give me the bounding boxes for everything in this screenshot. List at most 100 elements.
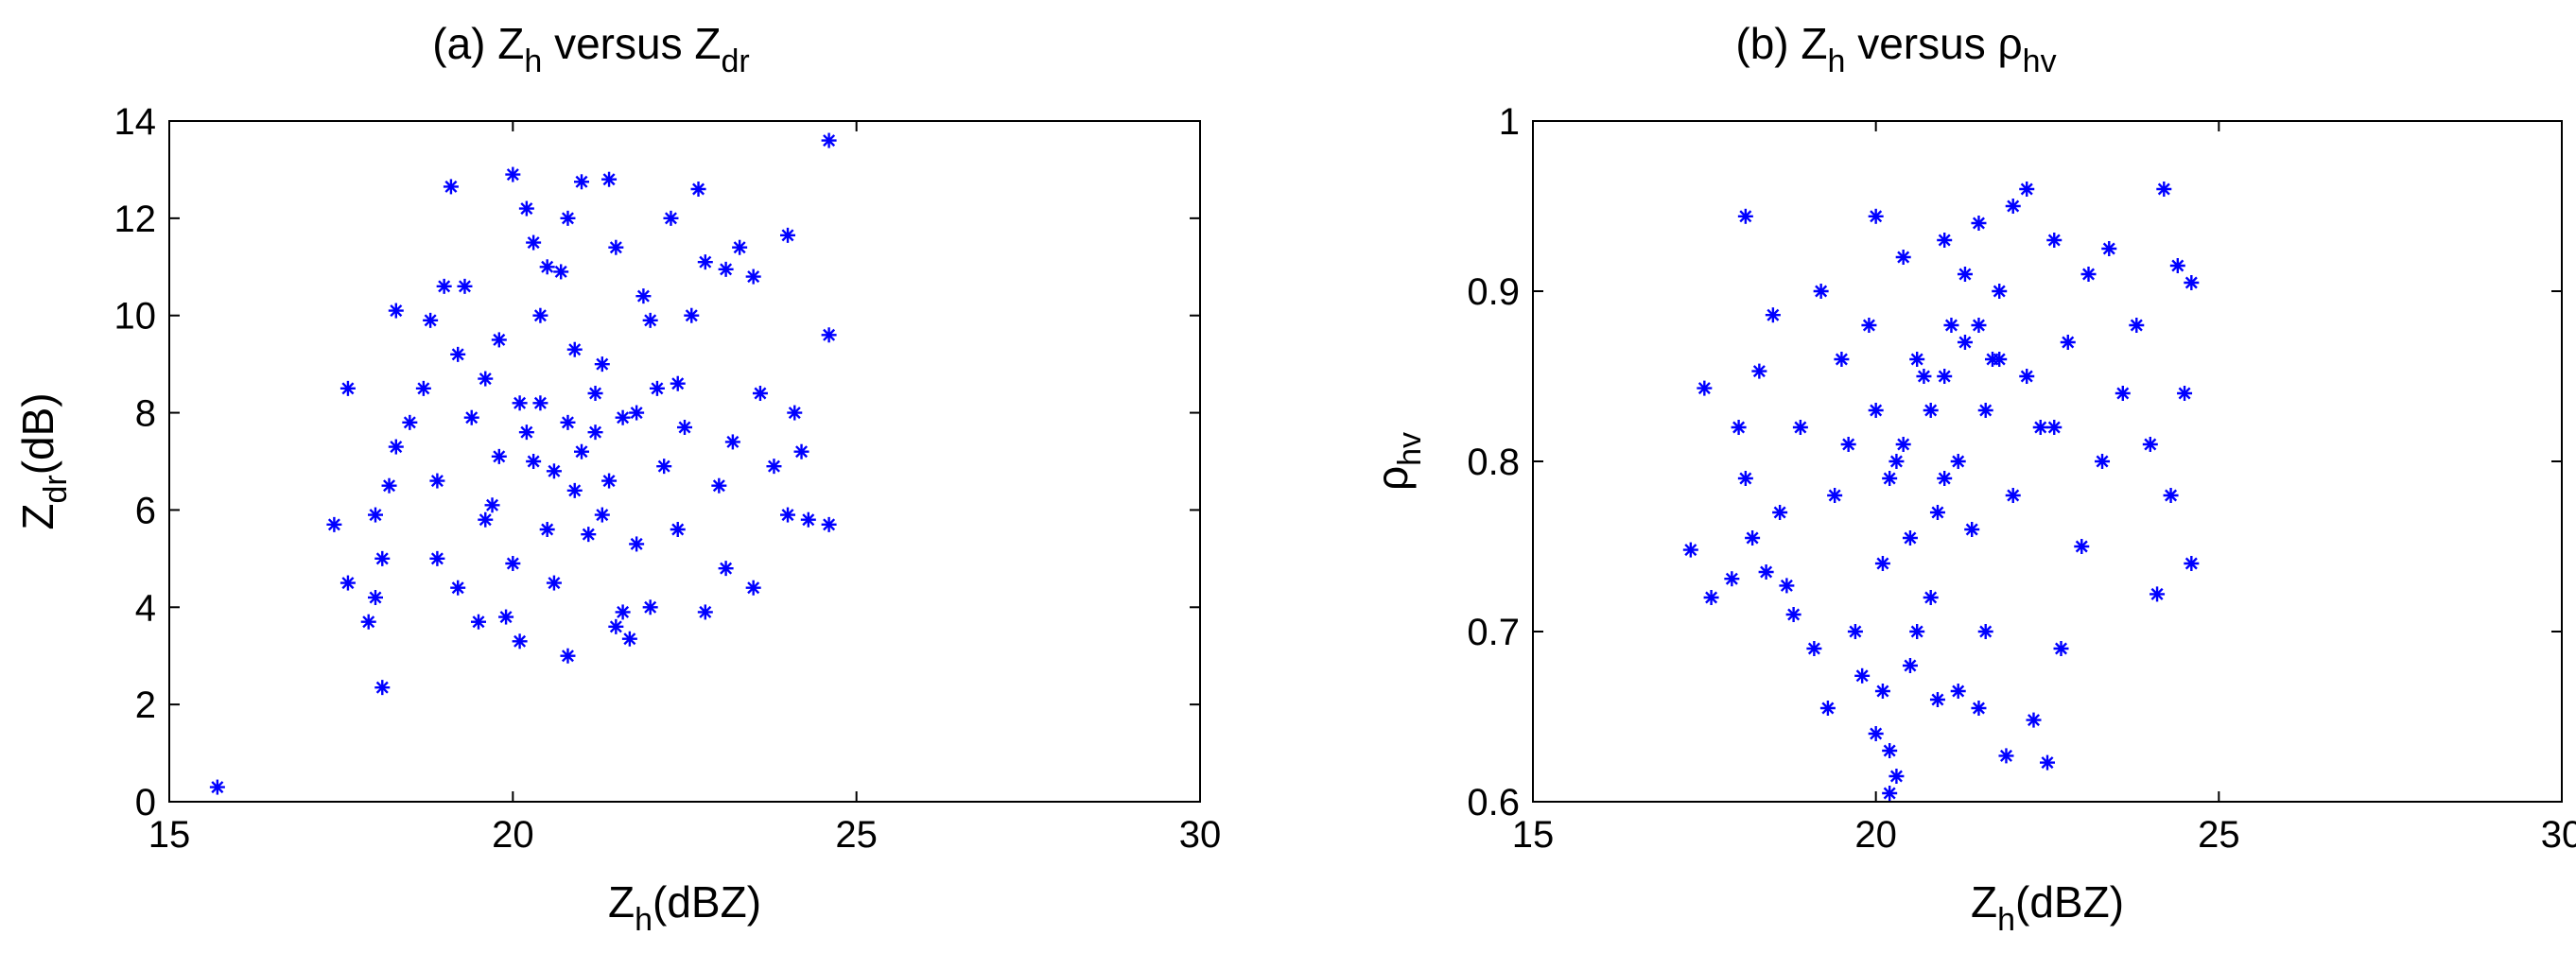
data-point-asterisk [574,443,589,459]
panel-title: (b) Zh versus ρhv [1735,19,2056,79]
data-point-asterisk [1902,658,1918,673]
data-point-asterisk [1902,530,1918,546]
data-point-asterisk [2101,241,2117,256]
data-point-asterisk [360,614,376,630]
data-point-asterisk [526,234,542,251]
data-point-asterisk [629,405,645,421]
data-point-asterisk [2150,586,2166,602]
data-point-asterisk [566,341,583,357]
data-point-asterisk [429,550,445,566]
data-point-asterisk [1724,571,1740,587]
data-point-asterisk [663,210,679,226]
axis-ticks: 15 20 25 30 0.6 0.7 0.8 0.9 1 [1467,101,2576,856]
data-point-asterisk [1819,701,1836,716]
data-point-asterisk [498,609,514,625]
data-point-asterisk [526,454,542,469]
data-point-asterisk [1950,684,1966,699]
data-point-asterisk [2053,641,2069,656]
data-point-asterisk [1895,437,1911,452]
panel-zh-vs-rhohv: (b) Zh versus ρhv 15 20 25 300.60.70.80.91 … [1367,19,2576,938]
data-point-asterisk [1923,590,1939,605]
data-point-asterisk [1943,318,1959,333]
data-point-asterisk [1971,216,1987,231]
data-point-asterisk [546,463,562,479]
data-point-asterisk [1916,369,1932,384]
data-point-asterisk [2046,420,2063,435]
x-tick-label: 30 [2541,814,2576,856]
data-point-asterisk [2184,275,2200,290]
data-point-asterisk [1765,307,1781,323]
data-point-asterisk [1772,505,1788,520]
data-point-asterisk [2095,454,2111,469]
y-tick-label: 0.7 [1467,612,1520,653]
data-point-asterisk [339,575,356,591]
panel-title: (a) Zh versus Zdr [432,19,749,79]
data-point-asterisk [1998,748,2014,764]
x-tick-label: 25 [835,814,878,856]
data-point-asterisk [2019,369,2035,384]
data-point-asterisk [1806,641,1822,656]
data-point-asterisk [1977,624,1993,639]
data-point-asterisk [608,618,624,634]
data-point-asterisk [2156,182,2172,197]
data-point-asterisk [581,527,597,543]
data-point-asterisk [539,259,555,275]
data-point-asterisk [1937,233,1953,248]
data-point-asterisk [1971,701,1987,716]
data-point-asterisk [1703,590,1719,605]
data-point-asterisk [2019,182,2035,197]
data-point-asterisk [1923,403,1939,418]
data-point-asterisk [649,380,665,396]
data-point-asterisk [718,561,734,577]
data-point-asterisk [1937,369,1953,384]
data-point-asterisk [546,575,562,591]
data-point-asterisk [457,278,473,294]
data-point-asterisk [209,779,225,795]
data-point-asterisk [2163,488,2179,503]
data-point-asterisk [478,511,494,528]
data-point-asterisk [608,239,624,255]
data-point-asterisk [518,200,534,217]
data-point-asterisk [635,288,652,304]
data-point-asterisk [2032,420,2048,435]
data-point-asterisk [1847,624,1863,639]
data-point-asterisk [2142,437,2158,452]
data-point-asterisk [1888,769,1905,784]
x-tick-label: 25 [2198,814,2240,856]
data-point-asterisk [1779,578,1795,594]
data-point-asterisk [1731,420,1747,435]
data-point-asterisk [1785,607,1801,622]
y-tick-label: 0.9 [1467,271,1520,313]
data-point-asterisk [724,434,740,450]
y-axis-label: ρhv [1367,432,1428,491]
data-point-asterisk [1977,403,1993,418]
data-point-asterisk [505,166,521,182]
data-point-asterisk [601,473,618,489]
data-point-asterisk [821,327,837,343]
data-point-asterisk [1882,471,1898,486]
data-point-asterisk [621,631,637,647]
data-point-asterisk [780,227,795,243]
data-point-asterisk [2005,199,2021,214]
plot-area [1532,120,2563,803]
data-point-asterisk [368,590,383,605]
data-point-asterisk [450,346,466,362]
data-point-asterisk [821,132,837,148]
data-point-asterisk [1909,352,1925,367]
data-point-asterisk [1834,352,1850,367]
panel-zh-vs-zdr: (a) Zh versus Zdr 15 20 25 30 0 2 4 6 8 10 12 14 Zh… [13,19,1221,938]
data-point-asterisk [553,264,569,280]
data-point-asterisk [594,356,610,373]
data-point-asterisk [402,414,418,430]
data-point-asterisk [1888,454,1905,469]
axis-ticks: 15 20 25 30 0 2 4 6 8 10 12 14 [114,101,1222,856]
data-point-asterisk [491,332,507,348]
data-point-asterisk [587,386,603,401]
data-point-asterisk [642,312,658,328]
data-point-asterisk [1697,380,1713,396]
y-tick-label: 0 [135,782,156,823]
data-point-asterisk [1868,208,1884,224]
data-point-asterisk [1964,522,1980,537]
data-point-asterisk [484,497,500,513]
